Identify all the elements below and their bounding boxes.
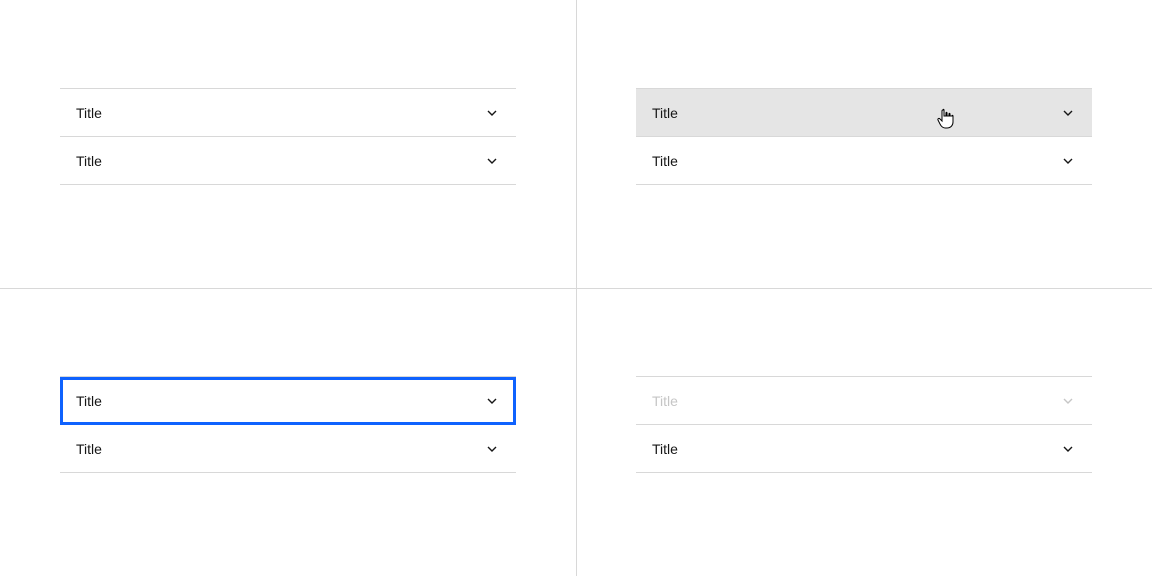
accordion-item[interactable]: Title — [636, 425, 1092, 473]
chevron-down-icon — [1060, 441, 1076, 457]
panel-focus: Title Title — [0, 288, 576, 576]
chevron-down-icon — [484, 441, 500, 457]
accordion-item-label: Title — [76, 105, 102, 121]
chevron-down-icon — [1060, 153, 1076, 169]
accordion-item-label: Title — [652, 393, 678, 409]
panel-hover: Title Title — [576, 0, 1152, 288]
accordion-item[interactable]: Title — [636, 137, 1092, 185]
accordion-item-hover[interactable]: Title — [636, 89, 1092, 137]
accordion-item-label: Title — [76, 153, 102, 169]
accordion-group: Title Title — [636, 88, 1092, 185]
accordion-item[interactable]: Title — [60, 137, 516, 185]
accordion-item-focus[interactable]: Title — [60, 377, 516, 425]
accordion-item-label: Title — [76, 393, 102, 409]
accordion-item-label: Title — [652, 153, 678, 169]
accordion-group: Title Title — [60, 376, 516, 473]
accordion-item[interactable]: Title — [60, 425, 516, 473]
accordion-item-label: Title — [76, 441, 102, 457]
accordion-item-label: Title — [652, 105, 678, 121]
grid-divider-horizontal — [0, 288, 1152, 289]
accordion-group: Title Title — [636, 376, 1092, 473]
panel-default: Title Title — [0, 0, 576, 288]
accordion-item-disabled: Title — [636, 377, 1092, 425]
chevron-down-icon — [484, 393, 500, 409]
accordion-item-label: Title — [652, 441, 678, 457]
chevron-down-icon — [1060, 105, 1076, 121]
accordion-group: Title Title — [60, 88, 516, 185]
panel-disabled: Title Title — [576, 288, 1152, 576]
chevron-down-icon — [1060, 393, 1076, 409]
chevron-down-icon — [484, 105, 500, 121]
chevron-down-icon — [484, 153, 500, 169]
accordion-item[interactable]: Title — [60, 89, 516, 137]
